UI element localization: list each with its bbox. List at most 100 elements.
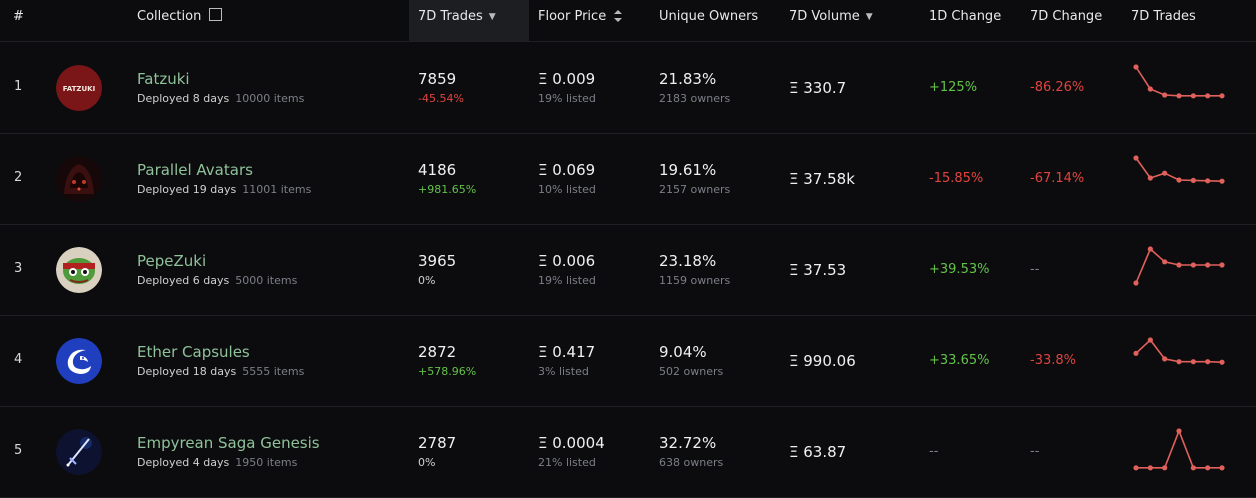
spark-point xyxy=(1190,177,1196,183)
items-count: 10000 items xyxy=(235,92,305,105)
trades-change: +578.96% xyxy=(418,365,477,378)
spark-point xyxy=(1133,155,1139,161)
collection-name-link[interactable]: Fatzuki xyxy=(137,70,190,88)
owners-percent: 21.83% xyxy=(659,70,717,88)
collection-name-link[interactable]: Ether Capsules xyxy=(137,343,250,361)
spark-point xyxy=(1147,465,1153,471)
listed-percent: 3% listed xyxy=(538,365,589,378)
items-count: 5555 items xyxy=(242,365,305,378)
collection-meta: Deployed 19 days 11001 items xyxy=(137,183,311,196)
floor-price-value: Ξ 0.009 xyxy=(538,70,596,88)
change-7d-value: -33.8% xyxy=(1030,353,1076,368)
items-count: 5000 items xyxy=(235,274,298,287)
listed-percent: 10% listed xyxy=(538,183,596,196)
spark-point xyxy=(1190,359,1196,365)
floor-price-value: Ξ 0.417 xyxy=(538,343,596,361)
pepe-avatar-image[interactable] xyxy=(56,247,102,293)
owners-count: 2183 owners xyxy=(659,92,731,105)
items-count: 1950 items xyxy=(235,456,298,469)
owners-count: 2157 owners xyxy=(659,183,731,196)
spark-point xyxy=(1219,465,1225,471)
change-7d-header[interactable]: 7D Change xyxy=(1030,9,1103,24)
owners-count: 502 owners xyxy=(659,365,724,378)
spark-point xyxy=(1176,262,1182,268)
volume-value: Ξ 63.87 xyxy=(789,443,847,461)
collection-name-link[interactable]: Empyrean Saga Genesis xyxy=(137,434,320,452)
spark-point xyxy=(1176,177,1182,183)
floor-price-value: Ξ 0.0004 xyxy=(538,434,605,452)
deployed-text: Deployed 8 days xyxy=(137,92,230,105)
rank-number: 4 xyxy=(14,352,23,367)
deployed-text: Deployed 18 days xyxy=(137,365,237,378)
volume-value: Ξ 990.06 xyxy=(789,352,856,370)
floor-price-header-label: Floor Price xyxy=(538,9,607,24)
collection-header-label: Collection xyxy=(137,9,202,24)
spark-point xyxy=(1219,262,1225,268)
trades-7d-header[interactable]: 7D Trades ▼ xyxy=(409,0,529,41)
spark-point xyxy=(1190,262,1196,268)
spark-point xyxy=(1176,93,1182,99)
spark-line xyxy=(1136,428,1222,469)
change-1d-header[interactable]: 1D Change xyxy=(929,9,1002,24)
rank-number: 2 xyxy=(14,170,23,185)
spark-point xyxy=(1219,93,1225,99)
table-row[interactable]: 1 FATZUKI Fatzuki Deployed 8 days 10000 i… xyxy=(0,42,1256,134)
spark-point xyxy=(1133,280,1139,286)
trades-sparkline xyxy=(1132,332,1232,392)
owners-percent: 19.61% xyxy=(659,161,717,179)
collection-meta: Deployed 18 days 5555 items xyxy=(137,365,304,378)
table-row[interactable]: 2 Parallel Avatars Deployed 19 days 11001… xyxy=(0,133,1256,225)
spark-point xyxy=(1147,246,1153,252)
items-count: 11001 items xyxy=(242,183,312,196)
spark-point xyxy=(1205,465,1211,471)
trades-change: 0% xyxy=(418,274,436,287)
floor-price-header[interactable]: Floor Price xyxy=(538,0,623,41)
collection-meta: Deployed 4 days 1950 items xyxy=(137,456,297,469)
trades-value: 2787 xyxy=(418,434,457,452)
fatzuki-logo[interactable]: FATZUKI xyxy=(56,65,102,111)
table-row[interactable]: 5 Empyrean Saga Genesis Deployed 4 days 1… xyxy=(0,406,1256,498)
parallel-avatar-image[interactable] xyxy=(56,156,102,202)
volume-value: Ξ 330.7 xyxy=(789,79,847,97)
trades-sparkline xyxy=(1132,59,1232,119)
sort-desc-icon: ▼ xyxy=(865,12,873,22)
trades-sparkline xyxy=(1132,241,1232,301)
table-row[interactable]: 4 Ether Capsules Deployed 18 days 5555 it… xyxy=(0,315,1256,407)
dragon-logo[interactable] xyxy=(56,338,102,384)
change-7d-value: -86.26% xyxy=(1030,80,1085,95)
spark-point xyxy=(1190,465,1196,471)
collection-name-link[interactable]: Parallel Avatars xyxy=(137,161,253,179)
table-header: # Collection 7D Trades ▼ Floor Price Uniq… xyxy=(0,0,1256,42)
change-1d-value: -15.85% xyxy=(929,171,984,186)
spark-point xyxy=(1205,359,1211,365)
table-row[interactable]: 3 PepeZuki Deployed 6 days 5000 items 396… xyxy=(0,224,1256,316)
spark-point xyxy=(1205,178,1211,184)
spark-point xyxy=(1162,465,1168,471)
trades-chart-header: 7D Trades xyxy=(1131,9,1196,24)
sort-icon xyxy=(614,10,623,22)
trades-change: +981.65% xyxy=(418,183,477,196)
change-1d-value: +125% xyxy=(929,80,978,95)
deployed-text: Deployed 4 days xyxy=(137,456,230,469)
rank-number: 5 xyxy=(14,443,23,458)
volume-7d-header[interactable]: 7D Volume ▼ xyxy=(789,0,873,41)
rank-number: 1 xyxy=(14,79,23,94)
collection-header[interactable]: Collection xyxy=(137,0,223,41)
spark-point xyxy=(1162,92,1168,98)
change-7d-value: -- xyxy=(1030,262,1040,277)
trades-value: 4186 xyxy=(418,161,457,179)
collection-checkbox[interactable] xyxy=(209,8,223,21)
spark-line xyxy=(1135,66,1222,97)
trades-sparkline xyxy=(1132,423,1232,483)
deployed-text: Deployed 6 days xyxy=(137,274,230,287)
collection-name-link[interactable]: PepeZuki xyxy=(137,252,207,270)
spark-point xyxy=(1176,428,1182,434)
unique-owners-header[interactable]: Unique Owners xyxy=(659,9,759,24)
spark-line xyxy=(1135,338,1223,364)
spark-point xyxy=(1133,465,1139,471)
sword-avatar-image[interactable] xyxy=(56,429,102,475)
volume-7d-header-label: 7D Volume xyxy=(789,9,860,24)
trades-value: 2872 xyxy=(418,343,457,361)
owners-count: 638 owners xyxy=(659,456,724,469)
